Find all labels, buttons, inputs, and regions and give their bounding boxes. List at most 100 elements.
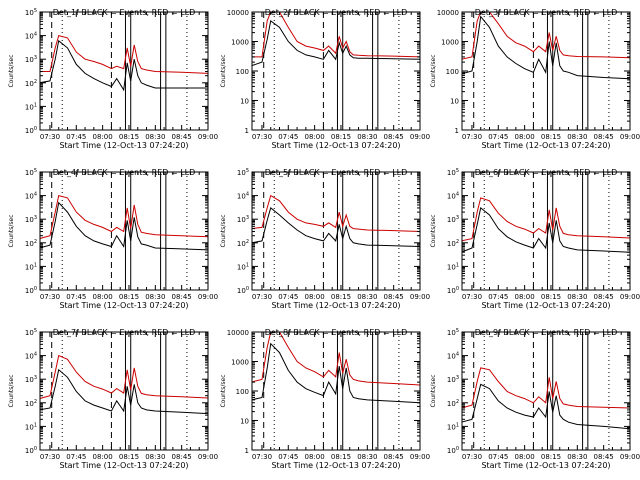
plot-frame (251, 171, 421, 291)
plot-frame (39, 11, 209, 131)
series-line-lld (462, 12, 630, 60)
x-tick-label: 09:00 (198, 293, 218, 301)
y-tick-label: 100 (447, 286, 459, 295)
x-tick-label: 07:30 (462, 453, 482, 461)
series-line-events (40, 201, 208, 251)
x-tick-label: 08:15 (331, 453, 351, 461)
y-tick-label: 103 (25, 215, 37, 224)
x-tick-label: 09:00 (410, 293, 430, 301)
x-tick-label: 08:30 (357, 453, 377, 461)
chart-title: Det_1f BLACK = Events, RED = LLD (53, 8, 196, 17)
chart-panel-1: 100 101 102 103 104 105 07:30 07:45 08:00 08:15 08… (8, 8, 218, 150)
x-axis-label: Start Time (12-Oct-13 07:24:20) (271, 461, 400, 470)
x-axis-label: Start Time (12-Oct-13 07:24:20) (481, 461, 610, 470)
y-axis-label: Counts/sec (8, 214, 15, 247)
x-tick-label: 08:30 (567, 293, 587, 301)
y-tick-label: 102 (237, 239, 249, 248)
series-line-lld (252, 194, 420, 232)
y-tick-label: 105 (237, 168, 249, 177)
x-tick-label: 07:45 (488, 453, 508, 461)
y-tick-label: 103 (447, 215, 459, 224)
x-tick-label: 08:15 (541, 453, 561, 461)
x-tick-label: 07:45 (278, 133, 298, 141)
x-tick-label: 08:45 (594, 293, 614, 301)
y-axis-label: Counts/sec (8, 374, 15, 407)
x-tick-label: 09:00 (410, 133, 430, 141)
y-tick-label: 104 (447, 352, 459, 361)
x-tick-label: 09:00 (620, 133, 640, 141)
y-tick-label: 104 (25, 192, 37, 201)
chart-panel-7: 100 101 102 103 104 105 07:30 07:45 08:00 08:15 08… (8, 328, 218, 470)
y-tick-label: 102 (447, 239, 459, 248)
y-tick-label: 101 (25, 102, 37, 111)
chart-title: Det_6f BLACK = Events, RED = LLD (475, 168, 618, 177)
x-tick-label: 08:00 (93, 133, 113, 141)
x-tick-label: 07:45 (488, 133, 508, 141)
y-tick-label: 100 (447, 446, 459, 455)
series-line-lld (40, 34, 208, 74)
y-tick-label: 10000 (227, 9, 249, 17)
y-tick-label: 100 (236, 68, 249, 76)
x-tick-label: 08:00 (93, 453, 113, 461)
plot-frame (39, 171, 209, 291)
y-axis-label: Counts/sec (430, 54, 437, 87)
y-tick-label: 100 (237, 286, 249, 295)
chart-panel-3: 1 10 100 1000 10000 07:30 07:45 08:00 08:15 08:30… (430, 8, 640, 150)
y-tick-label: 102 (25, 79, 37, 88)
x-tick-label: 08:30 (145, 133, 165, 141)
x-tick-label: 09:00 (198, 453, 218, 461)
x-tick-label: 08:15 (331, 133, 351, 141)
chart-title: Det_7f BLACK = Events, RED = LLD (53, 328, 196, 337)
chart-panel-4: 100 101 102 103 104 105 07:30 07:45 08:00 08:15 08… (8, 168, 218, 310)
y-tick-label: 105 (25, 168, 37, 177)
y-tick-label: 102 (447, 399, 459, 408)
x-axis-label: Start Time (12-Oct-13 07:24:20) (59, 141, 188, 150)
x-tick-label: 07:45 (278, 293, 298, 301)
x-tick-label: 08:15 (541, 293, 561, 301)
series-line-events (252, 207, 420, 247)
x-tick-label: 08:45 (594, 133, 614, 141)
y-tick-label: 101 (25, 422, 37, 431)
x-tick-label: 08:00 (515, 293, 535, 301)
x-tick-label: 08:00 (93, 293, 113, 301)
y-tick-label: 103 (237, 215, 249, 224)
x-tick-label: 08:45 (594, 453, 614, 461)
y-tick-label: 10 (450, 98, 459, 106)
x-tick-label: 07:45 (488, 293, 508, 301)
y-tick-label: 100 (25, 126, 37, 135)
y-tick-label: 101 (447, 262, 459, 271)
y-axis-label: Counts/sec (430, 214, 437, 247)
y-tick-label: 1 (245, 127, 249, 135)
x-tick-label: 08:15 (119, 453, 139, 461)
x-tick-label: 08:45 (384, 133, 404, 141)
x-axis-label: Start Time (12-Oct-13 07:24:20) (271, 301, 400, 310)
x-tick-label: 07:30 (252, 293, 272, 301)
series-line-lld (462, 197, 630, 242)
y-tick-label: 103 (25, 55, 37, 64)
x-tick-label: 08:45 (172, 133, 192, 141)
series-line-events (462, 383, 630, 430)
y-tick-label: 10000 (227, 329, 249, 337)
x-tick-label: 08:15 (119, 133, 139, 141)
x-tick-label: 08:30 (145, 293, 165, 301)
x-tick-label: 07:30 (40, 453, 60, 461)
y-axis-label: Counts/sec (220, 374, 227, 407)
x-tick-label: 09:00 (198, 133, 218, 141)
y-tick-label: 102 (25, 399, 37, 408)
chart-panel-5: 100 101 102 103 104 105 07:30 07:45 08:00 08:15 08… (220, 168, 430, 310)
chart-title: Det_3f BLACK = Events, RED = LLD (475, 8, 618, 17)
series-line-events (462, 15, 630, 80)
chart-title: Det_2f BLACK = Events, RED = LLD (265, 8, 408, 17)
y-tick-label: 105 (25, 328, 37, 337)
x-tick-label: 07:45 (66, 453, 86, 461)
x-axis-label: Start Time (12-Oct-13 07:24:20) (59, 301, 188, 310)
x-tick-label: 07:45 (66, 293, 86, 301)
series-line-lld (40, 354, 208, 399)
y-axis-label: Counts/sec (220, 54, 227, 87)
series-line-lld (252, 332, 420, 386)
series-line-lld (252, 12, 420, 58)
y-tick-label: 10 (240, 418, 249, 426)
y-tick-label: 100 (446, 68, 459, 76)
y-tick-label: 101 (237, 262, 249, 271)
chart-title: Det_5f BLACK = Events, RED = LLD (265, 168, 408, 177)
